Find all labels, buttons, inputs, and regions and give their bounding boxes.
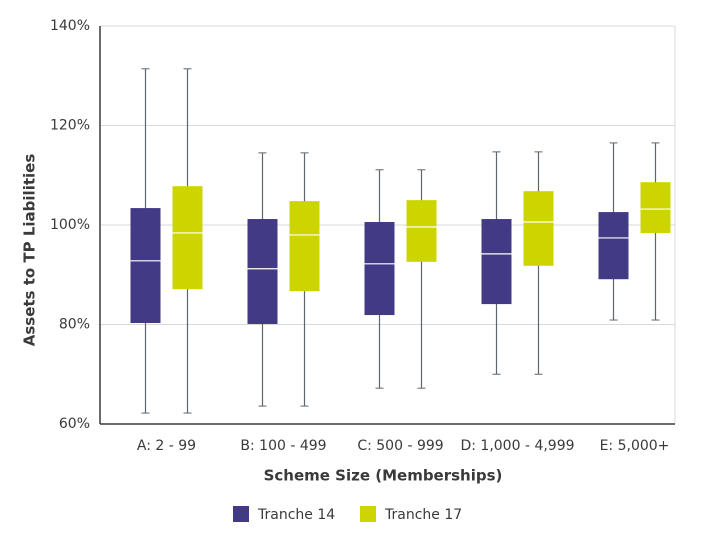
x-tick-label: D: 1,000 - 4,999 [460,438,574,454]
y-tick-label: 100% [50,217,90,233]
y-tick-label: 60% [59,416,90,432]
box [598,212,629,280]
box [640,182,671,233]
x-tick-label: C: 500 - 999 [357,438,443,454]
x-tick-label: A: 2 - 99 [137,438,196,454]
legend-label: Tranche 17 [384,507,462,523]
box [364,222,395,316]
y-tick-label: 80% [59,317,90,333]
box [130,208,161,324]
legend-label: Tranche 14 [257,507,335,523]
box [406,200,437,262]
box [523,191,554,266]
y-tick-label: 120% [50,118,90,134]
box [247,219,278,325]
box [172,186,203,290]
x-tick-label: B: 100 - 499 [240,438,326,454]
x-axis-title: Scheme Size (Memberships) [264,467,503,485]
box [289,201,320,292]
x-tick-label: E: 5,000+ [600,438,670,454]
box [481,219,512,305]
legend-swatch [360,506,376,522]
y-tick-label: 140% [50,18,90,34]
legend-swatch [233,506,249,522]
y-axis-title: Assets to TP Liabilities [21,154,39,347]
